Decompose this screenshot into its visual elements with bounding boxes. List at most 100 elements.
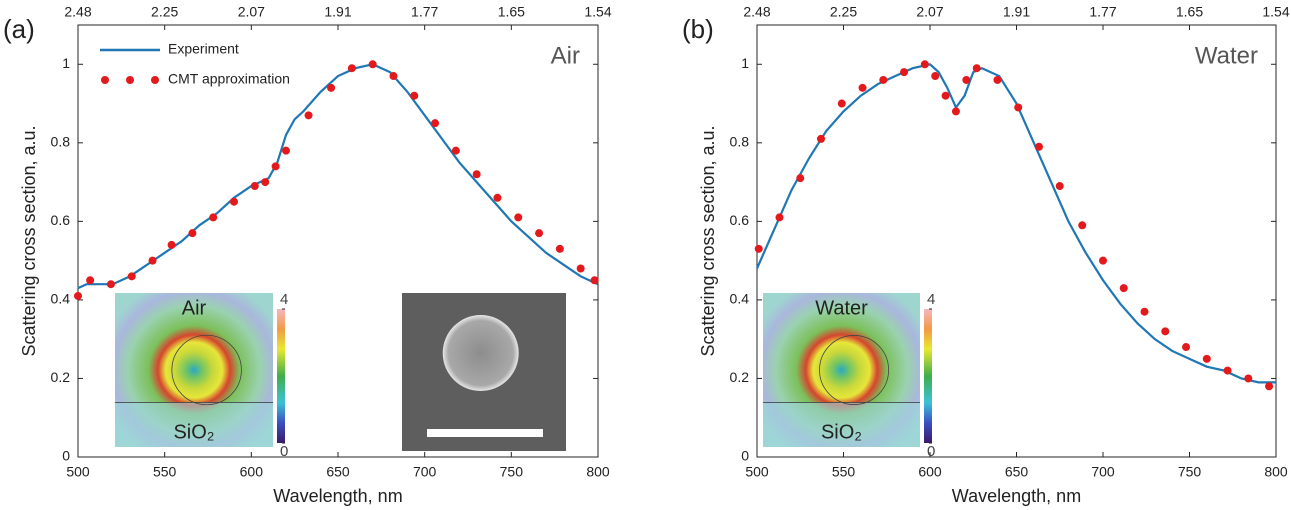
- data-point: [962, 76, 970, 84]
- data-point: [1224, 367, 1232, 375]
- data-point: [473, 170, 481, 178]
- y-tick-label: 0.8: [730, 134, 750, 150]
- y-tick-label: 0.4: [51, 291, 71, 307]
- data-point: [305, 111, 313, 119]
- x-tick-label: 550: [832, 464, 856, 480]
- data-point: [282, 147, 290, 155]
- x-tick-label: 750: [500, 464, 524, 480]
- data-point: [168, 241, 176, 249]
- data-point: [993, 76, 1001, 84]
- inset-bottom-label: SiO₂: [821, 421, 862, 443]
- data-point: [942, 92, 950, 100]
- inset-bottom-label: SiO₂: [173, 421, 214, 443]
- data-point: [452, 147, 460, 155]
- data-point: [755, 245, 763, 253]
- y-tick-label: 1: [741, 55, 749, 71]
- colorbar-tick-label: 4: [927, 291, 935, 308]
- data-line: [78, 64, 598, 288]
- data-point: [261, 178, 269, 186]
- data-point: [431, 119, 439, 127]
- data-point: [1014, 103, 1022, 111]
- x2-tick-label: 2.25: [830, 4, 857, 20]
- x2-tick-label: 1.91: [1003, 4, 1030, 20]
- data-point: [188, 229, 196, 237]
- x2-tick-label: 1.65: [1176, 4, 1203, 20]
- colorbar-tick-label: 0: [927, 443, 935, 460]
- x-tick-label: 500: [66, 464, 90, 480]
- x-tick-label: 800: [586, 464, 610, 480]
- x2-tick-label: 1.91: [324, 4, 351, 20]
- panel-label: (a): [3, 14, 35, 44]
- sem-particle: [443, 315, 519, 391]
- data-point: [838, 100, 846, 108]
- y-tick-label: 0: [62, 448, 70, 464]
- colorbar-tick-label: 0: [280, 443, 288, 460]
- x-tick-label: 650: [1005, 464, 1029, 480]
- data-point: [900, 68, 908, 76]
- data-point: [931, 72, 939, 80]
- legend-swatch: [151, 76, 159, 84]
- data-point: [1182, 343, 1190, 351]
- data-point: [327, 84, 335, 92]
- x2-tick-label: 1.77: [411, 4, 438, 20]
- y-tick-label: 0: [741, 448, 749, 464]
- x-tick-label: 550: [153, 464, 177, 480]
- x-tick-label: 700: [413, 464, 437, 480]
- x-tick-label: 750: [1178, 464, 1202, 480]
- x2-tick-label: 1.77: [1089, 4, 1116, 20]
- x2-tick-label: 2.07: [916, 4, 943, 20]
- y-tick-label: 1: [62, 55, 70, 71]
- annotation: Water: [1195, 42, 1258, 69]
- y-tick-label: 0.2: [730, 369, 750, 385]
- y-axis-label: Scattering cross section, a.u.: [698, 125, 718, 356]
- data-point: [591, 276, 599, 284]
- inset-top-label: Water: [815, 297, 868, 319]
- data-point: [1265, 382, 1273, 390]
- scale-bar: [427, 429, 543, 437]
- y-axis-label: Scattering cross section, a.u.: [19, 125, 39, 356]
- inset-top-label: Air: [182, 297, 207, 319]
- data-point: [556, 245, 564, 253]
- x-tick-label: 700: [1091, 464, 1115, 480]
- colorbar: [277, 309, 285, 443]
- data-point: [514, 213, 522, 221]
- data-point: [535, 229, 543, 237]
- x2-tick-label: 2.48: [743, 4, 770, 20]
- data-point: [410, 92, 418, 100]
- x-axis-label: Wavelength, nm: [952, 486, 1081, 506]
- x2-tick-label: 2.25: [151, 4, 178, 20]
- data-point: [389, 72, 397, 80]
- data-point: [817, 135, 825, 143]
- y-tick-label: 0.8: [51, 134, 71, 150]
- x-tick-label: 650: [326, 464, 350, 480]
- x-tick-label: 600: [918, 464, 942, 480]
- data-point: [859, 84, 867, 92]
- data-point: [251, 182, 259, 190]
- x2-tick-label: 2.48: [64, 4, 91, 20]
- data-point: [796, 174, 804, 182]
- x-tick-label: 800: [1264, 464, 1288, 480]
- colorbar: [924, 309, 932, 443]
- x2-tick-label: 1.54: [584, 4, 611, 20]
- annotation: Air: [551, 42, 580, 69]
- data-point: [973, 64, 981, 72]
- data-point: [1056, 182, 1064, 190]
- x2-tick-label: 1.54: [1262, 4, 1289, 20]
- data-point: [577, 264, 585, 272]
- y-tick-label: 0.4: [730, 291, 750, 307]
- x-tick-label: 500: [745, 464, 769, 480]
- data-point: [1244, 374, 1252, 382]
- figure: (a) Air Wavelength, nm Scattering cross sec…: [0, 0, 1291, 510]
- data-point: [74, 292, 82, 300]
- data-point: [1120, 284, 1128, 292]
- y-tick-label: 0.6: [51, 212, 71, 228]
- data-point: [1161, 327, 1169, 335]
- y-tick-label: 0.2: [51, 369, 71, 385]
- y-tick-label: 0.6: [730, 212, 750, 228]
- data-point: [128, 272, 136, 280]
- data-point: [1203, 355, 1211, 363]
- data-point: [775, 213, 783, 221]
- page: {"chart_data": [ {"type": "line", "panel…: [0, 0, 1291, 510]
- data-point: [952, 107, 960, 115]
- data-point: [1141, 308, 1149, 316]
